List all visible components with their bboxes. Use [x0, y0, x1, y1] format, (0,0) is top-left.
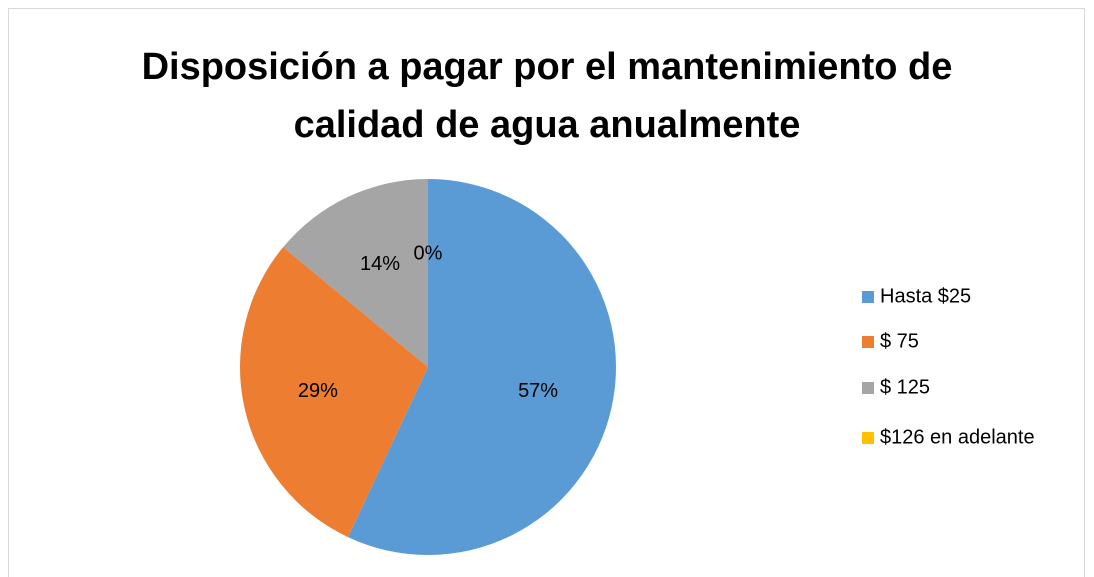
legend-label: $ 125: [880, 376, 930, 398]
pie-slice: [240, 247, 428, 538]
data-label: 57%: [518, 380, 558, 402]
legend-label: $126 en adelante: [880, 426, 1035, 448]
legend-label: $ 75: [880, 330, 919, 352]
data-label: 0%: [414, 242, 443, 264]
legend-swatch: [862, 291, 874, 303]
chart-border: [8, 8, 1085, 577]
data-label: 14%: [360, 253, 400, 275]
pie-slice: [347, 179, 617, 555]
chart-title: Disposición a pagar por el mantenimiento…: [141, 46, 953, 146]
legend-swatch: [862, 336, 874, 348]
legend-label: Hasta $25: [880, 285, 971, 307]
data-label: 29%: [298, 380, 338, 402]
legend-swatch: [862, 432, 874, 444]
pie-slice: [283, 179, 428, 367]
legend-swatch: [862, 382, 874, 394]
